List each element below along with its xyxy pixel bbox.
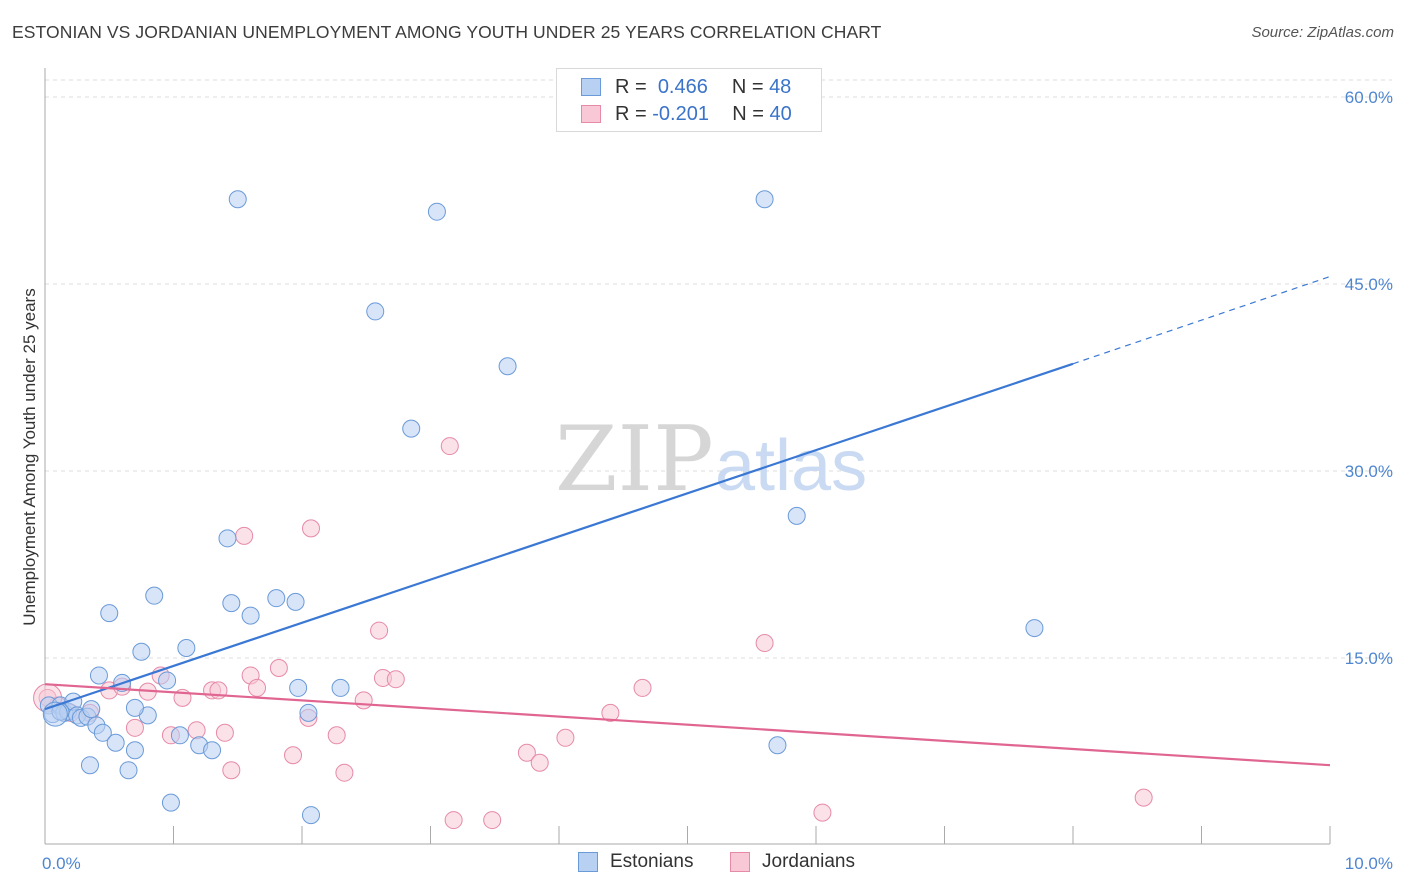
estonian-point: [170, 726, 189, 745]
jordanian-point: [235, 526, 254, 545]
estonian-point: [241, 606, 260, 625]
jordanian-point: [269, 658, 288, 677]
jordanian-point: [517, 743, 536, 762]
jordanian-point: [386, 670, 405, 689]
legend-n-label: N =: [732, 102, 764, 125]
jordanian-point: [440, 437, 459, 456]
jordanian-point: [370, 621, 389, 640]
gridlines: [45, 79, 1392, 659]
estonian-point: [89, 666, 108, 685]
estonian-point: [100, 604, 119, 623]
estonian-point: [755, 190, 774, 209]
legend-row-estonians: R = 0.466 N = 48: [581, 75, 791, 99]
estonians-swatch: [581, 78, 601, 96]
tick-labels: 15.0% 30.0% 45.0% 60.0% 0.0% 10.0%: [42, 88, 1393, 873]
estonian-point: [498, 357, 517, 376]
estonian-point: [402, 419, 421, 438]
estonian-point: [301, 806, 320, 825]
estonian-point: [267, 589, 286, 608]
legend-estonians-label: Estonians: [610, 851, 694, 872]
trend-lines: [44, 275, 1331, 767]
estonian-point: [427, 202, 446, 221]
jordanians-swatch: [581, 105, 601, 123]
legend-item-estonians: Estonians: [578, 851, 693, 873]
legend-item-jordanians: Jordanians: [730, 851, 855, 873]
jordanians-legend-swatch: [730, 852, 750, 872]
legend-r-label: R =: [615, 75, 647, 98]
legend-r-value: -0.201: [652, 102, 709, 125]
estonian-point: [218, 529, 237, 548]
legend-r-label: R =: [615, 102, 647, 125]
estonian-trend-extension: [1072, 275, 1331, 365]
legend-r-value: 0.466: [657, 75, 708, 98]
jordanian-point: [601, 703, 620, 722]
watermark-atlas: atlas: [715, 426, 867, 506]
jordanian-point: [556, 728, 575, 747]
estonian-point: [80, 756, 99, 775]
x-tick-label: 0.0%: [42, 854, 81, 873]
jordanian-point: [813, 803, 832, 822]
estonian-point: [1025, 619, 1044, 638]
jordanian-point: [483, 811, 502, 830]
y-tick-label: 60.0%: [1345, 88, 1393, 107]
jordanian-point: [327, 726, 346, 745]
estonian-point: [222, 594, 241, 613]
y-axis-label: Unemployment Among Youth under 25 years: [20, 288, 39, 625]
estonian-point: [132, 642, 151, 661]
y-tick-label: 15.0%: [1345, 649, 1393, 668]
estonian-point: [158, 671, 177, 690]
legend-n-value: 40: [769, 102, 792, 125]
estonian-point: [228, 190, 247, 209]
estonian-trend-line: [44, 362, 1074, 711]
estonian-point: [119, 761, 138, 780]
estonian-point: [366, 302, 385, 321]
estonian-point: [161, 793, 180, 812]
jordanian-trend-line: [44, 683, 1331, 767]
jordanian-point: [215, 723, 234, 742]
estonians-legend-swatch: [578, 852, 598, 872]
jordanian-point: [301, 519, 320, 538]
jordanian-point: [1134, 788, 1153, 807]
estonian-point: [93, 723, 112, 742]
estonian-point: [177, 639, 196, 658]
jordanian-point: [444, 811, 463, 830]
estonian-point: [289, 678, 308, 697]
jordanian-point: [187, 721, 206, 740]
estonian-points: [39, 190, 1044, 825]
estonian-point: [82, 700, 101, 719]
estonian-point: [125, 698, 144, 717]
jordanian-point: [222, 761, 241, 780]
estonian-point: [203, 741, 222, 760]
jordanian-point: [248, 678, 267, 697]
jordanian-point: [354, 691, 373, 710]
watermark: ZIP atlas: [555, 407, 867, 512]
legend-n-value: 48: [769, 75, 792, 98]
estonian-point: [145, 586, 164, 605]
jordanian-point: [284, 746, 303, 765]
chart-title: ESTONIAN VS JORDANIAN UNEMPLOYMENT AMONG…: [12, 22, 882, 42]
estonian-point: [286, 592, 305, 611]
legend-jordanians-label: Jordanians: [762, 851, 855, 872]
series-legend: Estonians Jordanians: [0, 851, 1406, 877]
source-label: Source: ZipAtlas.com: [1251, 24, 1394, 41]
estonian-point: [125, 741, 144, 760]
y-tick-label: 30.0%: [1345, 462, 1393, 481]
legend-row-jordanians: R = -0.201 N = 40: [581, 102, 792, 126]
estonian-point: [331, 678, 350, 697]
estonian-point: [787, 506, 806, 525]
estonian-point: [106, 733, 125, 752]
estonian-point: [768, 736, 787, 755]
watermark-zip: ZIP: [555, 407, 714, 512]
correlation-legend: R = 0.466 N = 48 R = -0.201 N = 40: [556, 68, 822, 132]
x-tick-label: 10.0%: [1345, 854, 1393, 873]
y-tick-label: 45.0%: [1345, 275, 1393, 294]
estonian-point: [299, 703, 318, 722]
jordanian-point: [530, 753, 549, 772]
jordanian-point: [125, 718, 144, 737]
legend-n-label: N =: [731, 75, 764, 98]
jordanian-point: [633, 678, 652, 697]
jordanian-point: [335, 763, 354, 782]
jordanian-point: [755, 634, 774, 653]
